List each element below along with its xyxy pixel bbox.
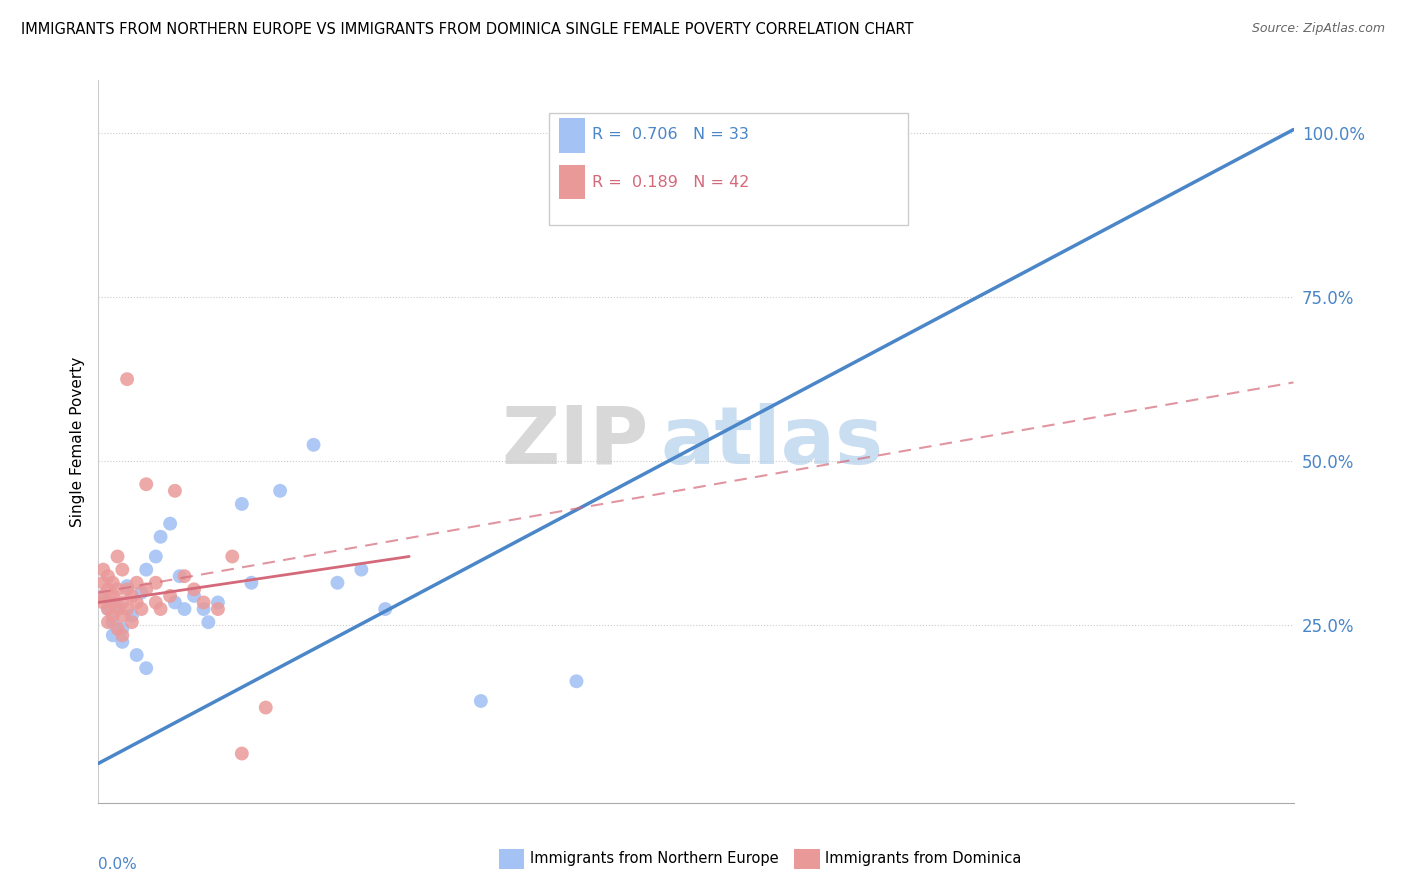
Point xyxy=(101,608,124,623)
Point xyxy=(121,615,143,630)
Point xyxy=(131,585,153,599)
Point xyxy=(350,563,373,577)
Point xyxy=(91,563,114,577)
Point xyxy=(565,674,588,689)
Point xyxy=(207,602,229,616)
Point xyxy=(115,372,138,386)
Point xyxy=(121,589,143,603)
Point xyxy=(101,628,124,642)
Point xyxy=(163,595,186,609)
Point xyxy=(169,569,191,583)
Point xyxy=(470,694,492,708)
Point xyxy=(125,648,148,662)
Point xyxy=(91,575,114,590)
Point xyxy=(135,582,157,597)
Point xyxy=(231,497,253,511)
Text: ZIP: ZIP xyxy=(501,402,648,481)
Text: R =  0.706   N = 33: R = 0.706 N = 33 xyxy=(592,127,749,142)
Point xyxy=(97,569,120,583)
Point xyxy=(97,602,120,616)
Point xyxy=(97,582,120,597)
Point xyxy=(131,602,153,616)
Point xyxy=(107,599,129,613)
Point xyxy=(145,549,167,564)
Point xyxy=(91,589,114,603)
Point xyxy=(145,595,167,609)
Point xyxy=(221,549,243,564)
FancyBboxPatch shape xyxy=(548,112,907,225)
Point xyxy=(111,595,134,609)
Text: Source: ZipAtlas.com: Source: ZipAtlas.com xyxy=(1251,22,1385,36)
Point xyxy=(91,595,114,609)
Point xyxy=(125,595,148,609)
Text: Immigrants from Dominica: Immigrants from Dominica xyxy=(825,851,1022,865)
Point xyxy=(240,575,263,590)
Point xyxy=(254,700,277,714)
Text: IMMIGRANTS FROM NORTHERN EUROPE VS IMMIGRANTS FROM DOMINICA SINGLE FEMALE POVERT: IMMIGRANTS FROM NORTHERN EUROPE VS IMMIG… xyxy=(21,22,914,37)
Point xyxy=(101,589,124,603)
Point xyxy=(97,615,120,630)
Point xyxy=(101,595,124,609)
Point xyxy=(173,569,195,583)
Point xyxy=(107,582,129,597)
Point xyxy=(163,483,186,498)
Text: atlas: atlas xyxy=(661,402,883,481)
Point xyxy=(115,579,138,593)
Point xyxy=(101,575,124,590)
Point xyxy=(183,589,205,603)
Point xyxy=(115,582,138,597)
Point xyxy=(207,595,229,609)
Point xyxy=(302,438,325,452)
Point xyxy=(107,622,129,636)
Point xyxy=(111,608,134,623)
Point xyxy=(159,516,181,531)
Point xyxy=(111,622,134,636)
Point xyxy=(197,615,219,630)
Point xyxy=(111,563,134,577)
Point xyxy=(193,602,215,616)
Point xyxy=(97,602,120,616)
FancyBboxPatch shape xyxy=(558,165,585,200)
Point xyxy=(159,589,181,603)
Point xyxy=(91,589,114,603)
Point xyxy=(125,575,148,590)
Point xyxy=(374,602,396,616)
Y-axis label: Single Female Poverty: Single Female Poverty xyxy=(69,357,84,526)
Point xyxy=(231,747,253,761)
Point xyxy=(269,483,291,498)
Point xyxy=(145,575,167,590)
Text: 0.0%: 0.0% xyxy=(98,857,138,872)
Point xyxy=(326,575,349,590)
Point xyxy=(101,615,124,630)
Point xyxy=(121,608,143,623)
Point xyxy=(135,563,157,577)
Text: Immigrants from Northern Europe: Immigrants from Northern Europe xyxy=(530,851,779,865)
Point xyxy=(107,602,129,616)
Text: R =  0.189   N = 42: R = 0.189 N = 42 xyxy=(592,175,749,190)
Point xyxy=(173,602,195,616)
Point xyxy=(149,602,172,616)
Point xyxy=(193,595,215,609)
Point xyxy=(111,635,134,649)
Point xyxy=(111,628,134,642)
Point xyxy=(107,549,129,564)
Point xyxy=(149,530,172,544)
Point xyxy=(115,602,138,616)
FancyBboxPatch shape xyxy=(558,118,585,153)
Point xyxy=(135,661,157,675)
Point xyxy=(135,477,157,491)
Point xyxy=(804,155,827,169)
Point xyxy=(183,582,205,597)
